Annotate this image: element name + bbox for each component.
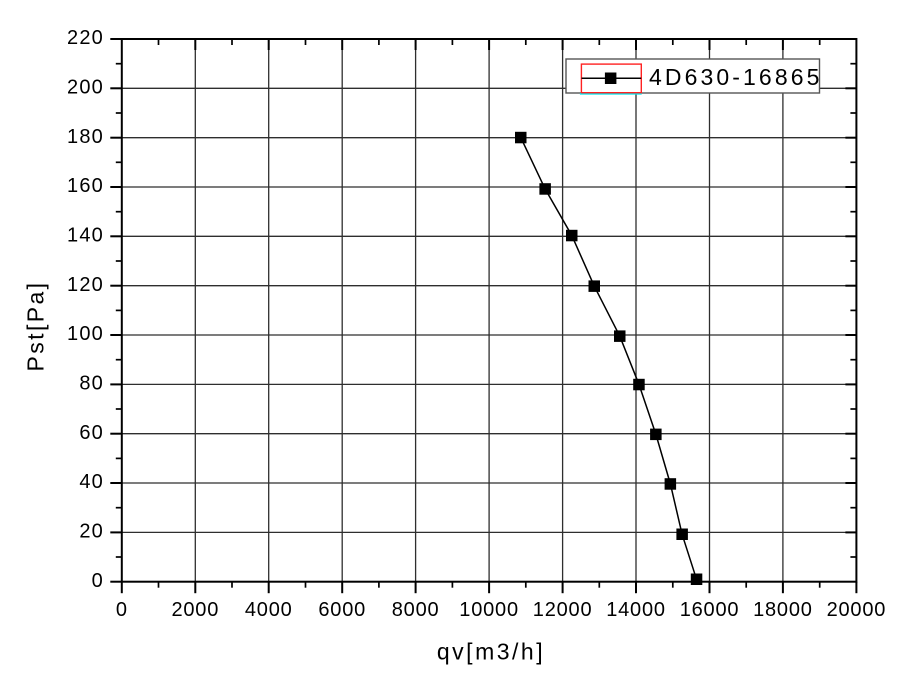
svg-text:4D630-16865: 4D630-16865 [649, 64, 823, 90]
svg-text:40: 40 [79, 471, 104, 493]
svg-text:120: 120 [67, 274, 104, 296]
svg-text:0: 0 [116, 599, 128, 621]
svg-text:Pst[Pa]: Pst[Pa] [23, 281, 49, 372]
svg-text:160: 160 [67, 175, 104, 197]
svg-text:100: 100 [67, 323, 104, 345]
svg-text:18000: 18000 [753, 599, 813, 621]
svg-text:10000: 10000 [459, 599, 519, 621]
svg-text:180: 180 [67, 126, 104, 148]
svg-text:80: 80 [79, 373, 104, 395]
svg-text:20000: 20000 [827, 599, 887, 621]
svg-text:140: 140 [67, 225, 104, 247]
svg-text:2000: 2000 [171, 599, 219, 621]
svg-text:220: 220 [67, 27, 104, 49]
svg-text:12000: 12000 [533, 599, 593, 621]
svg-text:qv[m3/h]: qv[m3/h] [437, 639, 545, 665]
svg-text:16000: 16000 [680, 599, 740, 621]
svg-text:60: 60 [79, 422, 104, 444]
svg-text:0: 0 [92, 570, 104, 592]
svg-text:4000: 4000 [245, 599, 293, 621]
svg-text:20: 20 [79, 521, 104, 543]
svg-text:14000: 14000 [606, 599, 666, 621]
svg-text:6000: 6000 [318, 599, 366, 621]
svg-text:8000: 8000 [392, 599, 440, 621]
svg-text:200: 200 [67, 77, 104, 99]
